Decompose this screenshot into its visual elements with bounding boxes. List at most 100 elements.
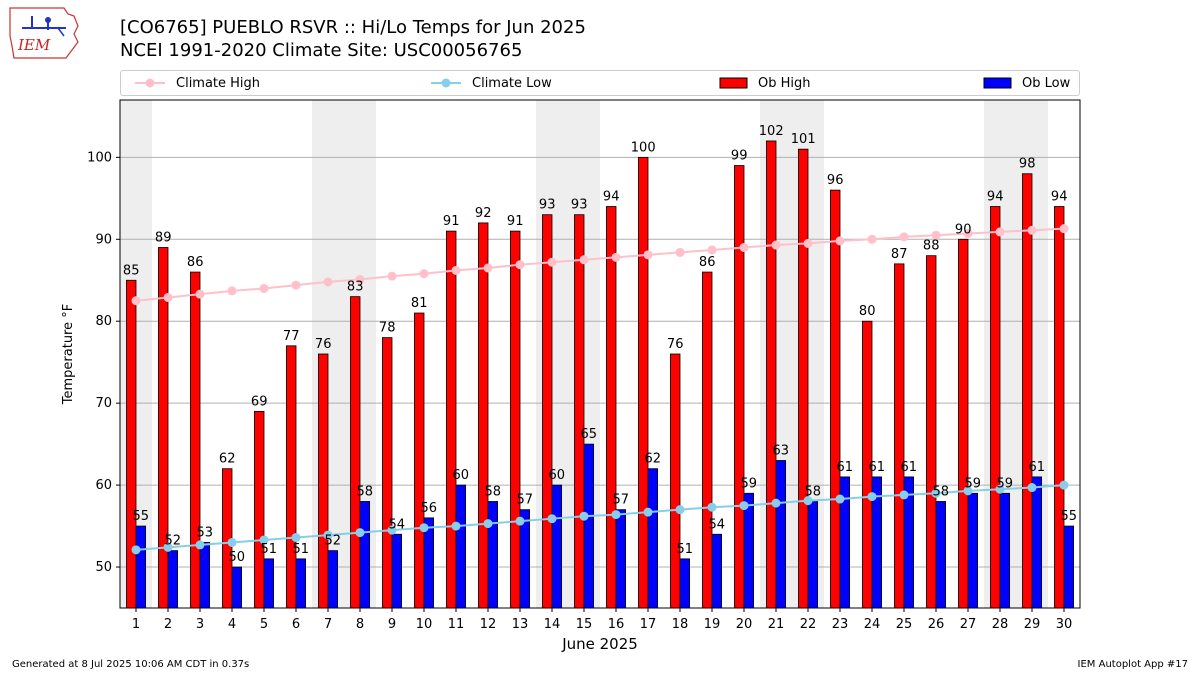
ob-high-bar — [702, 271, 713, 609]
climate-high-point — [995, 227, 1005, 237]
ob-high-value-label: 91 — [507, 214, 524, 229]
climate-low-point — [355, 528, 365, 538]
ob-low-bar — [455, 484, 467, 609]
climate-lines — [131, 224, 1069, 555]
ob-low-bar — [391, 533, 403, 609]
climate-low-point — [835, 494, 845, 504]
ob-high-value-label: 100 — [631, 140, 656, 155]
x-tick-label: 24 — [864, 617, 881, 632]
ob-low-swatch-icon — [983, 77, 1012, 89]
ob-low-value-label: 57 — [517, 493, 534, 508]
ob-low-value-label: 61 — [1029, 460, 1046, 475]
climate-high-point — [355, 274, 365, 284]
ob-low-value-label: 65 — [581, 427, 598, 442]
ob-low-value-label: 59 — [965, 476, 982, 491]
climate-low-point — [387, 525, 397, 535]
climate-high-point — [163, 292, 173, 302]
ob-low-bar — [1063, 525, 1075, 609]
x-tick-label: 26 — [928, 617, 945, 632]
ob-low-value-label: 51 — [261, 542, 278, 557]
climate-high-point — [547, 257, 557, 267]
ob-high-bar — [606, 206, 617, 609]
x-tick-label: 16 — [608, 617, 625, 632]
x-tick-label: 25 — [896, 617, 913, 632]
y-tick-label: 60 — [95, 478, 112, 493]
ob-high-bar — [734, 165, 745, 609]
ob-low-bar — [743, 492, 755, 609]
ob-high-value-label: 87 — [891, 247, 908, 262]
x-tick-label: 3 — [196, 617, 204, 632]
x-tick-label: 18 — [672, 617, 689, 632]
climate-high-point — [963, 229, 973, 239]
x-tick-label: 13 — [512, 617, 529, 632]
y-tick-label: 50 — [95, 560, 112, 575]
ob-low-value-label: 63 — [773, 444, 790, 459]
climate-high-point — [675, 247, 685, 257]
ob-low-bar — [711, 533, 723, 609]
climate-high-point — [771, 240, 781, 250]
ob-high-value-label: 89 — [155, 230, 172, 245]
ob-low-value-label: 50 — [229, 550, 246, 565]
ob-low-value-label: 52 — [325, 534, 342, 549]
x-tick-label: 11 — [448, 617, 465, 632]
x-tick-label: 19 — [704, 617, 721, 632]
ob-low-value-label: 54 — [709, 517, 726, 532]
ob-low-bar — [135, 525, 147, 609]
generated-footer: Generated at 8 Jul 2025 10:06 AM CDT in … — [12, 659, 250, 670]
ob-high-value-label: 96 — [827, 173, 844, 188]
x-tick-label: 22 — [800, 617, 817, 632]
ob-high-value-label: 83 — [347, 280, 364, 295]
ob-high-bar — [509, 230, 521, 609]
legend-item-climate-low: Climate Low — [429, 71, 552, 95]
x-tick-label: 5 — [260, 617, 268, 632]
ob-low-bar — [199, 542, 211, 609]
x-axis-label: June 2025 — [561, 635, 638, 653]
x-tick-label: 4 — [228, 617, 236, 632]
ob-low-bar — [775, 460, 787, 609]
climate-low-point — [771, 498, 781, 508]
ob-high-bar — [1054, 206, 1065, 609]
climate-low-point — [963, 486, 973, 496]
climate-high-point — [867, 234, 877, 244]
legend: Climate High Climate Low Ob High Ob Low — [120, 70, 1080, 96]
ob-low-value-label: 51 — [293, 542, 310, 557]
climate-high-point — [483, 263, 493, 273]
legend-label: Climate High — [176, 75, 261, 91]
app-footer: IEM Autoplot App #17 — [1077, 659, 1188, 670]
ob-high-value-label: 93 — [571, 198, 588, 213]
ob-high-bar — [477, 222, 489, 609]
grid-lines — [120, 156, 1080, 568]
ob-low-bar — [231, 566, 243, 609]
ob-low-bar — [359, 501, 371, 609]
ob-high-value-label: 69 — [251, 394, 268, 409]
ob-high-value-label: 93 — [539, 198, 556, 213]
ob-low-bar — [679, 558, 691, 609]
climate-low-point — [195, 540, 205, 550]
x-tick-label: 15 — [576, 617, 593, 632]
ob-high-bar — [317, 353, 329, 609]
climate-low-point — [995, 484, 1005, 494]
climate-high-point — [803, 238, 813, 248]
ob-high-value-label: 94 — [1051, 190, 1068, 205]
ob-high-value-label: 102 — [759, 124, 784, 139]
ob-low-value-label: 52 — [165, 534, 182, 549]
legend-item-climate-high: Climate High — [133, 71, 260, 95]
ob-high-value-label: 77 — [283, 329, 300, 344]
climate-low-point — [419, 523, 429, 533]
climate-low-point — [1059, 480, 1069, 490]
ob-low-bar — [551, 484, 563, 609]
ob-low-value-label: 58 — [357, 484, 374, 499]
climate-high-point — [451, 265, 461, 275]
chart-subtitle: NCEI 1991-2020 Climate Site: USC00056765 — [120, 40, 523, 61]
climate-high-line-icon — [135, 78, 165, 88]
ob-high-value-label: 85 — [123, 263, 140, 278]
ob-high-bar — [638, 156, 649, 609]
climate-high-point — [835, 236, 845, 246]
ob-low-bar — [263, 558, 275, 609]
climate-low-line-icon — [431, 78, 461, 88]
ob-low-value-label: 57 — [613, 493, 630, 508]
logo-text: IEM — [17, 36, 51, 54]
climate-low-point — [803, 496, 813, 506]
plot-frame — [119, 99, 1081, 609]
ob-low-bar — [167, 550, 179, 609]
